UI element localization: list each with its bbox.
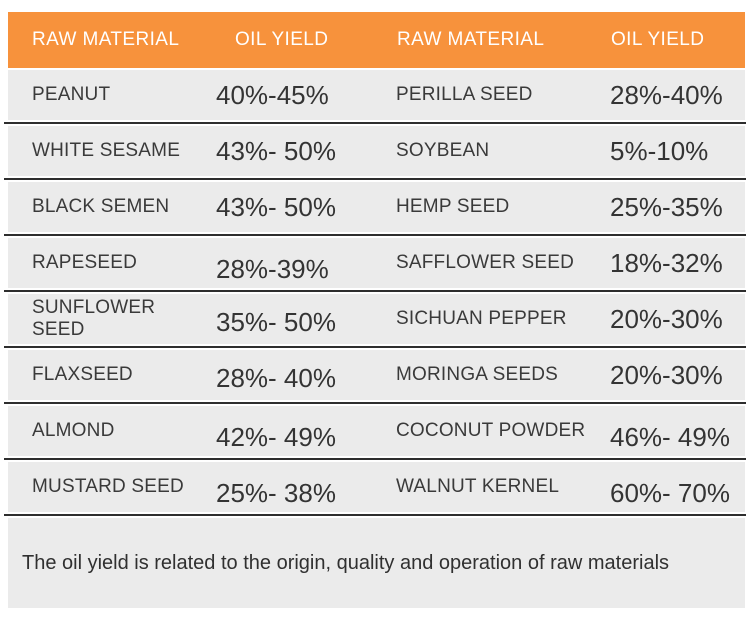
- oil-yield-value-left: 28%- 40%: [216, 362, 336, 393]
- table-row-block: SUNFLOWER SEED 35%- 50% SICHUAN PEPPER 2…: [4, 294, 746, 350]
- material-name-left: SUNFLOWER SEED: [32, 297, 156, 340]
- material-name-left: RAPESEED: [32, 252, 138, 273]
- oil-yield-value-left: 42%- 49%: [216, 421, 336, 452]
- oil-yield-value-left: 40%-45%: [216, 79, 329, 110]
- table-row: RAPESEED 28%-39% SAFFLOWER SEED 18%-32%: [8, 238, 745, 288]
- material-name-right: SICHUAN PEPPER: [396, 308, 567, 329]
- table-row-block: WHITE SESAME 43%- 50% SOYBEAN 5%-10%: [4, 126, 746, 182]
- footer-note: The oil yield is related to the origin, …: [8, 518, 745, 608]
- column-header-oil-yield-right: OIL YIELD: [611, 29, 705, 50]
- table-row-block: FLAXSEED 28%- 40% MORINGA SEEDS 20%-30%: [4, 350, 746, 406]
- oil-yield-value-right: 5%-10%: [610, 135, 709, 166]
- row-separator: [4, 176, 746, 182]
- material-name-left: WHITE SESAME: [32, 140, 181, 161]
- material-name-left: BLACK SEMEN: [32, 196, 170, 217]
- row-separator: [4, 344, 746, 350]
- table-row: MUSTARD SEED 25%- 38% WALNUT KERNEL 60%-…: [8, 462, 745, 512]
- row-separator: [4, 456, 746, 462]
- oil-yield-value-left: 43%- 50%: [216, 191, 336, 222]
- row-separator: [4, 120, 746, 126]
- column-header-raw-material-right: RAW MATERIAL: [397, 29, 545, 50]
- oil-yield-value-right: 60%- 70%: [610, 477, 730, 508]
- oil-yield-value-left: 35%- 50%: [216, 306, 336, 337]
- table-row: WHITE SESAME 43%- 50% SOYBEAN 5%-10%: [8, 126, 745, 176]
- table-row-block: RAPESEED 28%-39% SAFFLOWER SEED 18%-32%: [4, 238, 746, 294]
- table-row: FLAXSEED 28%- 40% MORINGA SEEDS 20%-30%: [8, 350, 745, 400]
- table-row-block: PEANUT 40%-45% PERILLA SEED 28%-40%: [4, 70, 746, 126]
- material-name-left: ALMOND: [32, 420, 115, 441]
- footer-note-text: The oil yield is related to the origin, …: [22, 551, 670, 574]
- material-name-right: COCONUT POWDER: [396, 420, 586, 441]
- oil-yield-value-right: 20%-30%: [610, 359, 723, 390]
- table-row: ALMOND 42%- 49% COCONUT POWDER 46%- 49%: [8, 406, 745, 456]
- oil-yield-table: RAW MATERIAL OIL YIELD RAW MATERIAL OIL …: [4, 12, 746, 608]
- material-name-left: PEANUT: [32, 84, 111, 105]
- material-name-right: PERILLA SEED: [396, 84, 533, 105]
- table-row: PEANUT 40%-45% PERILLA SEED 28%-40%: [8, 70, 745, 120]
- table-header: RAW MATERIAL OIL YIELD RAW MATERIAL OIL …: [8, 12, 745, 68]
- table-row: BLACK SEMEN 43%- 50% HEMP SEED 25%-35%: [8, 182, 745, 232]
- oil-yield-value-right: 18%-32%: [610, 247, 723, 278]
- table-row-block: BLACK SEMEN 43%- 50% HEMP SEED 25%-35%: [4, 182, 746, 238]
- row-separator: [4, 288, 746, 294]
- table-body: PEANUT 40%-45% PERILLA SEED 28%-40% WHIT…: [4, 70, 746, 518]
- material-name-left: FLAXSEED: [32, 364, 133, 385]
- row-separator: [4, 400, 746, 406]
- oil-yield-value-right: 25%-35%: [610, 191, 723, 222]
- table-row-block: ALMOND 42%- 49% COCONUT POWDER 46%- 49%: [4, 406, 746, 462]
- material-name-right: SAFFLOWER SEED: [396, 252, 575, 273]
- oil-yield-value-right: 46%- 49%: [610, 421, 730, 452]
- column-header-raw-material-left: RAW MATERIAL: [32, 29, 180, 50]
- oil-yield-value-right: 20%-30%: [610, 303, 723, 334]
- oil-yield-value-left: 28%-39%: [216, 253, 329, 284]
- column-header-oil-yield-left: OIL YIELD: [235, 29, 329, 50]
- material-name-right: HEMP SEED: [396, 196, 510, 217]
- material-name-right: MORINGA SEEDS: [396, 364, 559, 385]
- table-row-block: MUSTARD SEED 25%- 38% WALNUT KERNEL 60%-…: [4, 462, 746, 518]
- row-separator: [4, 232, 746, 238]
- oil-yield-value-left: 25%- 38%: [216, 477, 336, 508]
- material-name-left: MUSTARD SEED: [32, 476, 184, 497]
- table-row: SUNFLOWER SEED 35%- 50% SICHUAN PEPPER 2…: [8, 294, 745, 344]
- material-name-right: WALNUT KERNEL: [396, 476, 560, 497]
- material-name-right: SOYBEAN: [396, 140, 490, 161]
- oil-yield-value-right: 28%-40%: [610, 79, 723, 110]
- row-separator: [4, 512, 746, 518]
- oil-yield-value-left: 43%- 50%: [216, 135, 336, 166]
